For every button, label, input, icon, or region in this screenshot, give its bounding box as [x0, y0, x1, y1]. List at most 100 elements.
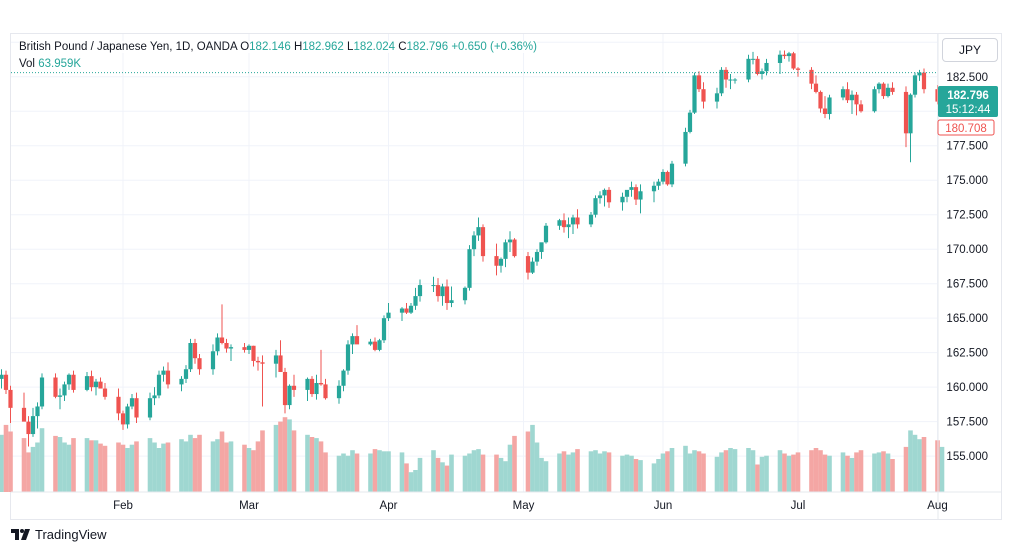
- candle-body[interactable]: [336, 385, 342, 399]
- candle-body[interactable]: [278, 355, 283, 372]
- candle-body[interactable]: [795, 68, 801, 70]
- candle-body[interactable]: [543, 225, 549, 243]
- candle-body[interactable]: [192, 343, 198, 359]
- candle-body[interactable]: [161, 370, 166, 375]
- candle-body[interactable]: [714, 93, 720, 102]
- candle-body[interactable]: [791, 53, 796, 69]
- candle-body[interactable]: [539, 242, 544, 252]
- candle-body[interactable]: [566, 224, 571, 228]
- candle-body[interactable]: [30, 416, 36, 435]
- candle-body[interactable]: [692, 75, 697, 113]
- candle-body[interactable]: [8, 389, 13, 408]
- candle-body[interactable]: [246, 345, 252, 350]
- candle-body[interactable]: [588, 214, 594, 225]
- candle-body[interactable]: [629, 187, 634, 190]
- candle-body[interactable]: [165, 370, 171, 385]
- candle-body[interactable]: [71, 374, 76, 390]
- candle-body[interactable]: [818, 91, 823, 109]
- candle-body[interactable]: [57, 395, 63, 397]
- candle-body[interactable]: [813, 83, 819, 92]
- candle-body[interactable]: [444, 286, 450, 304]
- candle-body[interactable]: [651, 185, 657, 192]
- candle-body[interactable]: [872, 89, 877, 112]
- candle-body[interactable]: [197, 358, 202, 370]
- candle-body[interactable]: [21, 407, 27, 422]
- candle-body[interactable]: [309, 378, 315, 395]
- candle-body[interactable]: [183, 369, 189, 379]
- candle-body[interactable]: [876, 83, 882, 90]
- candle-body[interactable]: [665, 171, 670, 185]
- candle-body[interactable]: [93, 381, 99, 388]
- candle-body[interactable]: [606, 189, 612, 203]
- candle-body[interactable]: [147, 398, 153, 418]
- candle-body[interactable]: [219, 337, 225, 344]
- candle-body[interactable]: [305, 378, 310, 390]
- candle-body[interactable]: [287, 385, 292, 406]
- volume-label[interactable]: Vol: [19, 58, 35, 70]
- candle-body[interactable]: [917, 72, 922, 76]
- candle-body[interactable]: [656, 181, 661, 186]
- candle-body[interactable]: [210, 351, 216, 370]
- candle-body[interactable]: [570, 217, 576, 225]
- candle-body[interactable]: [525, 256, 531, 273]
- candle-body[interactable]: [62, 384, 67, 396]
- candle-body[interactable]: [215, 337, 220, 352]
- candle-body[interactable]: [755, 58, 760, 75]
- candle-body[interactable]: [881, 83, 886, 97]
- candle-body[interactable]: [912, 75, 918, 95]
- candle-body[interactable]: [696, 75, 702, 90]
- candle-body[interactable]: [557, 220, 562, 226]
- candle-body[interactable]: [809, 69, 814, 84]
- candle-body[interactable]: [345, 344, 351, 371]
- candle-body[interactable]: [282, 371, 288, 406]
- candle-body[interactable]: [476, 227, 481, 236]
- tradingview-branding[interactable]: TradingView: [11, 527, 107, 542]
- candle-body[interactable]: [530, 261, 535, 273]
- candle-body[interactable]: [759, 71, 765, 75]
- candle-body[interactable]: [669, 163, 675, 185]
- candle-body[interactable]: [35, 406, 40, 417]
- candle-body[interactable]: [53, 377, 58, 397]
- candle-body[interactable]: [782, 54, 787, 57]
- candle-body[interactable]: [413, 296, 418, 306]
- candle-body[interactable]: [98, 381, 103, 389]
- candle-body[interactable]: [660, 171, 666, 182]
- candle-body[interactable]: [224, 343, 229, 349]
- candle-body[interactable]: [480, 227, 486, 257]
- candle-body[interactable]: [534, 251, 540, 262]
- candle-body[interactable]: [134, 398, 139, 418]
- candle-body[interactable]: [228, 347, 234, 349]
- candle-body[interactable]: [575, 217, 580, 225]
- candle-body[interactable]: [431, 285, 436, 287]
- candle-body[interactable]: [449, 300, 454, 304]
- candle-body[interactable]: [435, 285, 441, 297]
- candle-body[interactable]: [845, 89, 850, 101]
- candle-body[interactable]: [750, 58, 756, 60]
- currency-button[interactable]: JPY: [942, 38, 998, 62]
- candle-body[interactable]: [732, 79, 738, 81]
- candle-body[interactable]: [152, 395, 157, 399]
- candle-body[interactable]: [597, 195, 603, 199]
- candle-body[interactable]: [498, 258, 504, 266]
- candle-body[interactable]: [188, 343, 193, 370]
- candle-body[interactable]: [701, 89, 706, 102]
- candle-body[interactable]: [764, 62, 769, 72]
- candle-body[interactable]: [89, 376, 94, 388]
- candle-body[interactable]: [0, 374, 4, 379]
- candle-body[interactable]: [777, 54, 783, 63]
- symbol-name[interactable]: British Pound / Japanese Yen, 1D, OANDA: [19, 41, 237, 53]
- candle-body[interactable]: [318, 383, 324, 385]
- candle-body[interactable]: [116, 396, 121, 414]
- candle-body[interactable]: [786, 53, 792, 57]
- candle-body[interactable]: [26, 421, 31, 435]
- candle-body[interactable]: [341, 370, 346, 386]
- candle-body[interactable]: [687, 112, 693, 132]
- candle-body[interactable]: [291, 385, 297, 390]
- candle-body[interactable]: [471, 235, 477, 250]
- candle-body[interactable]: [494, 256, 499, 266]
- candle-body[interactable]: [350, 336, 355, 345]
- candle-body[interactable]: [728, 79, 733, 81]
- candle-body[interactable]: [503, 242, 508, 259]
- candle-body[interactable]: [417, 285, 423, 297]
- candle-body[interactable]: [408, 305, 414, 313]
